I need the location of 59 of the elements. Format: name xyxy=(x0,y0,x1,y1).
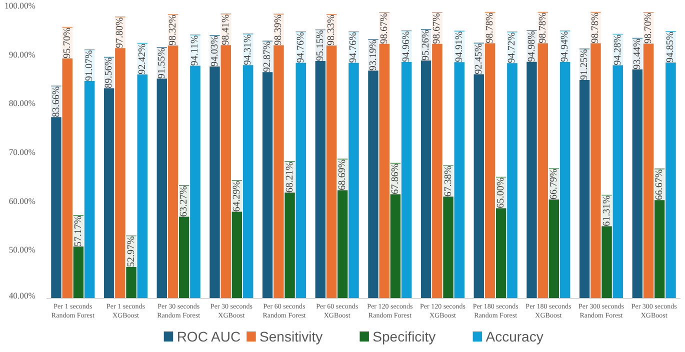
data-label: 67.38% xyxy=(442,166,454,197)
data-label: 94.76% xyxy=(295,32,306,63)
data-label: 66.79% xyxy=(548,168,560,200)
data-label: 63.27% xyxy=(178,186,190,217)
legend-label: Accuracy xyxy=(486,328,544,344)
data-label: 93.19% xyxy=(368,40,379,71)
data-label: 94.94% xyxy=(560,31,571,62)
data-label: 94.98% xyxy=(526,31,538,62)
data-label: 94.91% xyxy=(454,31,465,62)
data-label: 98.67% xyxy=(432,12,443,44)
y-tick-label: 70.00% xyxy=(8,147,36,157)
data-label: 98.78% xyxy=(484,12,496,44)
data-label: 95.15% xyxy=(314,30,326,62)
data-label: 98.78% xyxy=(537,12,548,44)
data-label: 98.32% xyxy=(168,14,179,46)
data-label: 98.78% xyxy=(590,12,602,44)
data-label: 98.39% xyxy=(273,14,284,46)
data-label: 94.31% xyxy=(242,34,254,66)
data-label: 68.21% xyxy=(284,162,296,193)
data-label: 94.11% xyxy=(190,35,201,66)
data-label: 92.45% xyxy=(473,43,484,74)
legend-label: ROC AUC xyxy=(176,328,241,344)
y-tick-label: 40.00% xyxy=(8,290,36,300)
data-label: 94.72% xyxy=(506,32,518,64)
data-label: 94.28% xyxy=(612,34,624,66)
y-tick-label: 50.00% xyxy=(8,244,36,255)
y-tick-label: 100.00% xyxy=(4,0,36,10)
data-label: 98.67% xyxy=(378,12,390,44)
data-label: 66.67% xyxy=(654,169,666,200)
data-label: 94.03% xyxy=(209,36,220,66)
data-label: 98.70% xyxy=(643,12,654,44)
legend-label: Specificity xyxy=(372,328,436,344)
data-label: 92.42% xyxy=(136,44,148,74)
y-tick-label: 90.00% xyxy=(8,49,36,60)
data-label: 94.96% xyxy=(401,31,412,62)
data-label: 65.00% xyxy=(496,177,507,208)
data-label: 89.56% xyxy=(104,57,115,88)
data-label: 67.86% xyxy=(390,163,401,194)
data-label: 83.66% xyxy=(50,86,62,118)
data-label: 91.25% xyxy=(579,49,590,80)
data-label: 97.80% xyxy=(114,17,126,48)
data-label: 61.31% xyxy=(601,195,612,226)
data-label: 57.17% xyxy=(72,216,84,246)
data-label: 68.69% xyxy=(337,159,348,190)
data-label: 98.33% xyxy=(326,14,338,46)
data-label: 94.85% xyxy=(665,32,676,62)
data-label: 52.97% xyxy=(126,236,137,267)
data-label: 64.29% xyxy=(231,180,242,212)
legend-label: Sensitivity xyxy=(260,328,323,344)
data-label: 98.41% xyxy=(220,14,232,46)
data-label: 93.44% xyxy=(632,38,643,70)
data-label: 92.87% xyxy=(262,41,274,72)
data-label: 91.07% xyxy=(84,50,96,81)
data-label: 95.70% xyxy=(62,27,73,58)
data-label: 91.55% xyxy=(156,48,168,79)
y-tick-label: 80.00% xyxy=(8,98,36,108)
data-label: 94.76% xyxy=(348,32,360,63)
data-label: 95.26% xyxy=(420,30,432,60)
y-tick-label: 60.00% xyxy=(8,196,36,206)
